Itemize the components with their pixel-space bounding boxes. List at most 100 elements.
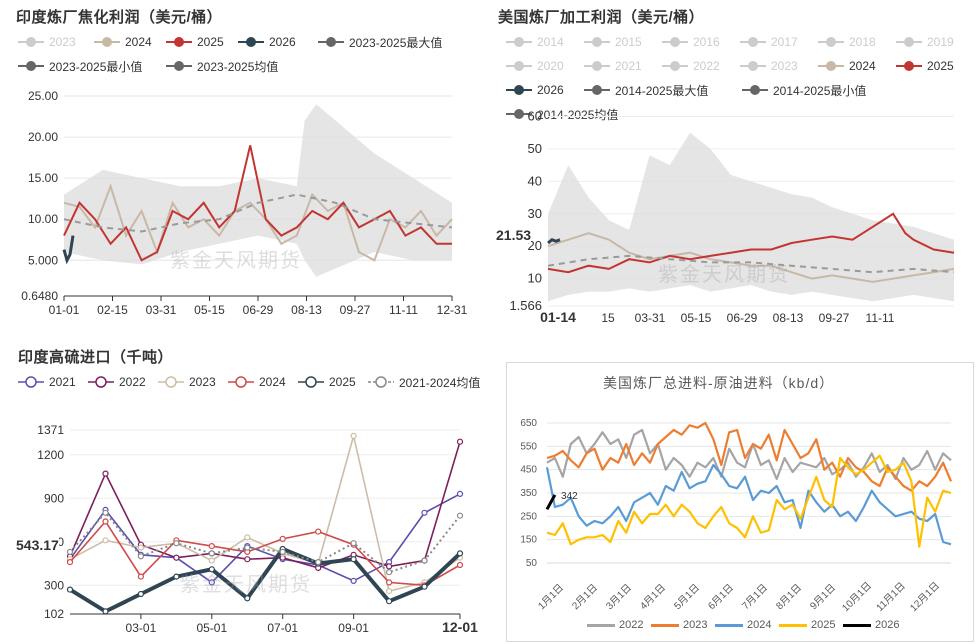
data-point — [208, 566, 215, 573]
x-tick-label: 12-01 — [442, 619, 478, 635]
legend-item-2021[interactable]: 2021 — [584, 58, 642, 74]
x-tick-label: 06-29 — [243, 303, 274, 317]
legend-symbol-icon — [238, 35, 264, 49]
max-min-band — [64, 104, 452, 277]
series-line-2025 — [68, 546, 462, 614]
legend-item-2025[interactable]: 2025 — [896, 58, 954, 74]
processing-legend: 2014 2015 2016 2017 2018 2019 2020 2021 2022 2023… — [506, 34, 976, 130]
legend-symbol-icon — [662, 59, 688, 73]
legend-item-2023-2025[interactable]: 2023-2025最大值 — [318, 34, 442, 50]
legend-item-2014-2025[interactable]: 2014-2025均值 — [506, 106, 618, 122]
legend-item-2024[interactable]: 2024 — [94, 34, 152, 50]
legend-item-2018[interactable]: 2018 — [818, 34, 876, 50]
x-tick-label: 08-13 — [291, 303, 322, 317]
us-feed-latest-value-label: 342 — [561, 491, 578, 502]
legend-label: 2026 — [537, 83, 564, 97]
x-tick-label: 12月1日 — [908, 580, 942, 614]
legend-label: 2022 — [619, 619, 644, 631]
data-point — [208, 557, 215, 564]
data-point — [208, 543, 215, 550]
data-point — [102, 518, 109, 525]
data-point — [386, 569, 393, 576]
legend-item-2022[interactable]: 2022 — [88, 374, 146, 390]
series-line-2014-2025 — [547, 254, 955, 274]
data-point — [386, 598, 393, 605]
y-tick-label: 5.000 — [28, 253, 58, 267]
legend-item-2022[interactable]: 2022 — [662, 58, 720, 74]
legend-item-2024[interactable]: 2024 — [228, 374, 286, 390]
legend-item-2026[interactable]: 2026 — [506, 82, 564, 98]
series-line-2025 — [63, 145, 452, 262]
x-tick-label: 09-27 — [819, 311, 850, 322]
legend-label: 2025 — [811, 619, 836, 631]
series-line-2024 — [545, 463, 952, 546]
x-tick-label: 09-27 — [340, 303, 371, 317]
data-point — [137, 573, 144, 580]
x-tick-label: 08-13 — [773, 311, 804, 322]
high-sulfur-import-panel: 印度高硫进口（千吨） 2021 2022 2023 2024 2025 2021-2024… — [0, 338, 488, 644]
y-tick-label: 60 — [528, 108, 542, 123]
legend-item-2023[interactable]: 2023 — [740, 58, 798, 74]
legend-item-2017[interactable]: 2017 — [740, 34, 798, 50]
legend-item-2014-2025[interactable]: 2014-2025最小值 — [742, 82, 866, 98]
legend-symbol-icon — [818, 59, 844, 73]
legend-item-2026[interactable]: 2026 — [238, 34, 296, 50]
legend-item-2026[interactable]: 2026 — [843, 619, 899, 631]
legend-label: 2024 — [125, 35, 152, 49]
legend-label: 2025 — [329, 375, 356, 389]
legend-item-2025[interactable]: 2025 — [298, 374, 356, 390]
series-line-2025 — [547, 212, 955, 274]
legend-label: 2026 — [875, 619, 900, 631]
legend-item-2023-2025[interactable]: 2023-2025均值 — [166, 58, 278, 74]
x-tick-label: 12-31 — [437, 303, 468, 317]
legend-symbol-icon — [843, 623, 871, 627]
legend-item-2016[interactable]: 2016 — [662, 34, 720, 50]
legend-symbol-icon — [896, 59, 922, 73]
x-tick-label: 1月1日 — [536, 582, 566, 612]
legend-item-2021[interactable]: 2021 — [18, 374, 76, 390]
us-feed-legend: 2022 2023 2024 2025 2026 — [587, 619, 967, 635]
legend-item-2024[interactable]: 2024 — [715, 619, 771, 631]
coking-legend: 2023 2024 2025 2026 2023-2025最大值 2023-2025最小值… — [18, 34, 478, 82]
x-tick-label: 7月1日 — [740, 582, 770, 612]
legend-item-2014-2025[interactable]: 2014-2025最大值 — [584, 82, 708, 98]
legend-item-2023[interactable]: 2023 — [651, 619, 707, 631]
legend-item-2025[interactable]: 2025 — [166, 34, 224, 50]
legend-item-2019[interactable]: 2019 — [896, 34, 954, 50]
data-point — [421, 557, 428, 564]
legend-item-2014[interactable]: 2014 — [506, 34, 564, 50]
legend-symbol-icon — [88, 375, 114, 389]
legend-label: 2022 — [693, 59, 720, 73]
legend-label: 2023 — [683, 619, 708, 631]
y-tick-label: 350 — [520, 488, 537, 499]
legend-item-2015[interactable]: 2015 — [584, 34, 642, 50]
legend-item-2023-2025[interactable]: 2023-2025最小值 — [18, 58, 142, 74]
highsulfur-current-value-tag: 543.17 — [16, 537, 59, 553]
y-tick-label: 450 — [520, 465, 537, 476]
legend-label: 2023 — [49, 35, 76, 49]
legend-symbol-icon — [896, 35, 922, 49]
coking-chart-svg: 0.6480 5.000 10.00 15.00 20.00 25.00 01-01 02-1… — [21, 89, 468, 317]
legend-label: 2014 — [537, 35, 564, 49]
x-tick-label: 09-01 — [338, 621, 369, 635]
legend-item-2023[interactable]: 2023 — [158, 374, 216, 390]
legend-label: 2022 — [119, 375, 146, 389]
legend-item-2023[interactable]: 2023 — [18, 34, 76, 50]
legend-item-2020[interactable]: 2020 — [506, 58, 564, 74]
legend-item-2024[interactable]: 2024 — [818, 58, 876, 74]
legend-item-2025[interactable]: 2025 — [779, 619, 835, 631]
x-tick-label: 9月1日 — [808, 582, 838, 612]
legend-symbol-icon — [18, 59, 44, 73]
legend-symbol-icon — [584, 59, 610, 73]
data-point — [456, 490, 464, 497]
data-point — [350, 432, 357, 440]
data-point — [279, 548, 286, 555]
data-point — [137, 544, 144, 551]
legend-label: 2020 — [537, 59, 564, 73]
x-tick-label: 03-31 — [146, 303, 177, 317]
x-tick-label: 05-15 — [681, 311, 712, 322]
legend-item-2022[interactable]: 2022 — [587, 619, 643, 631]
data-point — [137, 590, 144, 598]
us-feed-chart-svg: 50 150 250 350 450 550 650 342 1月1日 2月1日 3月1日 4月1日 5… — [520, 418, 953, 614]
legend-item-2021-2024[interactable]: 2021-2024均值 — [368, 374, 480, 390]
